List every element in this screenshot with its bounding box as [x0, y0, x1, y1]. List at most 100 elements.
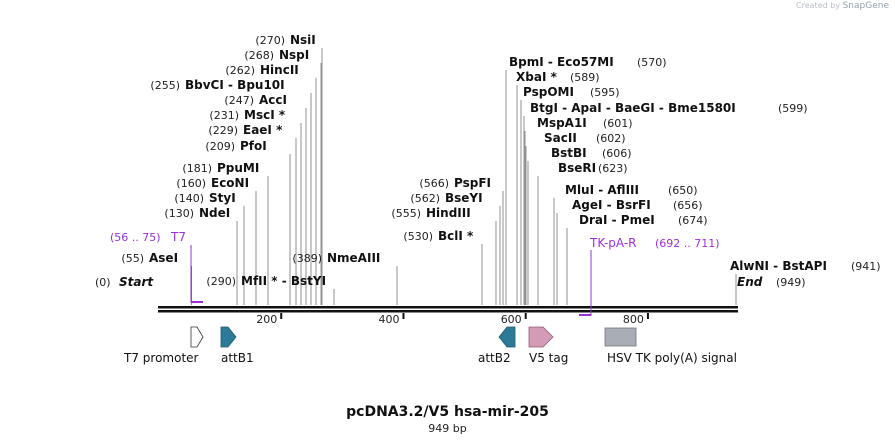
site-pos-pspfi: (566) [419, 177, 449, 190]
site-pos-ppumi: (181) [182, 162, 212, 175]
primer-t7-arrow[interactable] [191, 301, 203, 303]
site-pos-asei: (55) [121, 252, 144, 265]
feature-hsv-tk-polya-box[interactable] [604, 327, 637, 347]
site-label-nmeaiii[interactable]: NmeAIII [327, 251, 380, 265]
site-pos-mfii-bstyi: (290) [206, 275, 236, 288]
site-label-ppumi[interactable]: PpuMI [217, 161, 259, 175]
site-pos-eaei: (229) [208, 124, 238, 137]
site-label-btgi-apai-baegi-bme1580i[interactable]: BtgI - ApaI - BaeGI - Bme1580I [530, 101, 736, 115]
primer-t7-range: (56 .. 75) [110, 231, 161, 244]
feature-attb2-arrow[interactable] [498, 326, 516, 348]
site-label-acci[interactable]: AccI [259, 93, 287, 107]
end-label: End [737, 275, 763, 289]
site-label-agei-bsrfi[interactable]: AgeI - BsrFI [572, 198, 651, 212]
site-pos-hincii: (262) [225, 64, 255, 77]
tick-400 [402, 313, 405, 319]
site-pos-econi: (160) [176, 177, 206, 190]
snapgene-credit: Created by SnapGene [796, 1, 889, 11]
primer-annotations: (56 .. 75) T7 TK-pA-R (692 .. 711) [110, 230, 720, 316]
site-label-bpmi-eco57mi[interactable]: BpmI - Eco57MI [509, 55, 614, 69]
site-pos-alwni-bstapi: (941) [851, 260, 881, 273]
site-labels: (55) AseI (130) NdeI(140) StyI(160) EcoNI(181… [95, 33, 881, 289]
site-pos-hindiii: (555) [391, 207, 421, 220]
site-pos-bcli: (530) [403, 230, 433, 243]
feature-v5-tag-arrow[interactable] [528, 326, 554, 348]
start-pos: (0) [95, 276, 111, 289]
tick-label-400: 400 [378, 313, 399, 326]
map-title: pcDNA3.2/V5 hsa-mir-205 [346, 404, 549, 420]
tick-label-600: 600 [501, 313, 522, 326]
site-label-mspa1i[interactable]: MspA1I [537, 116, 587, 130]
site-label-mlui-afliii[interactable]: MluI - AflIII [565, 183, 639, 197]
site-label-msci[interactable]: MscI * [244, 108, 286, 122]
primer-tkpar-label[interactable]: TK-pA-R [589, 236, 637, 250]
site-pos-ndei: (130) [164, 207, 194, 220]
site-label-alwni-bstapi[interactable]: AlwNI - BstAPI [730, 259, 827, 273]
site-pos-agei-bsrfi: (656) [673, 199, 703, 212]
ruler-ticks: 200 400 600 800 [256, 313, 649, 326]
primer-tkpar-arrow[interactable] [579, 314, 591, 316]
site-pos-bseyi: (562) [410, 192, 440, 205]
tick-label-200: 200 [256, 313, 277, 326]
site-label-styi[interactable]: StyI [209, 191, 236, 205]
site-pos-bseri: (623) [598, 162, 628, 175]
site-pos-xbai: (589) [570, 71, 600, 84]
site-label-drai-pmei[interactable]: DraI - PmeI [579, 213, 655, 227]
tick-800 [646, 313, 649, 319]
map-length: 949 bp [428, 422, 467, 435]
primer-tkpar-range: (692 .. 711) [655, 237, 720, 250]
end-pos: (949) [776, 276, 806, 289]
site-label-hindiii[interactable]: HindIII [426, 206, 471, 220]
site-label-nsii[interactable]: NsiI [290, 33, 316, 47]
site-pos-mspa1i: (601) [603, 117, 633, 130]
site-label-asei[interactable]: AseI [149, 251, 178, 265]
dna-backbone [158, 306, 738, 313]
site-label-bseyi[interactable]: BseYI [445, 191, 483, 205]
site-pos-bstbi: (606) [602, 147, 632, 160]
site-pos-nsii: (270) [255, 34, 285, 47]
backbone-bottom-strand [158, 310, 738, 313]
feature-hsv-tk-polya-label: HSV TK poly(A) signal [607, 351, 737, 365]
site-pos-acci: (247) [224, 94, 254, 107]
site-pos-bbvci-bpu10i: (255) [150, 79, 180, 92]
site-pos-msci: (231) [209, 109, 239, 122]
feature-t7-promoter-arrow[interactable] [190, 326, 204, 348]
feature-attb1-arrow[interactable] [220, 326, 237, 348]
site-pos-styi: (140) [174, 192, 204, 205]
feature-v5-tag-label: V5 tag [529, 351, 568, 365]
tick-600 [524, 313, 527, 319]
site-pos-drai-pmei: (674) [678, 214, 708, 227]
feature-attb1-label: attB1 [221, 351, 254, 365]
site-label-pspfi[interactable]: PspFI [454, 176, 491, 190]
primer-t7-label[interactable]: T7 [170, 230, 186, 244]
site-label-pfoi[interactable]: PfoI [240, 139, 267, 153]
site-label-sacii[interactable]: SacII [544, 131, 577, 145]
site-label-eaei[interactable]: EaeI * [243, 123, 283, 137]
tick-label-800: 800 [623, 313, 644, 326]
site-label-bcli[interactable]: BclI * [438, 229, 474, 243]
site-label-xbai[interactable]: XbaI * [516, 70, 558, 84]
site-label-pspomi[interactable]: PspOMI [523, 85, 574, 99]
site-pos-pfoi: (209) [205, 140, 235, 153]
site-pos-mlui-afliii: (650) [668, 184, 698, 197]
site-pos-btgi-apai-baegi-bme1580i: (599) [778, 102, 808, 115]
feature-t7-promoter-label: T7 promoter [123, 351, 199, 365]
site-connector-lines [191, 48, 737, 305]
site-label-nspi[interactable]: NspI [279, 48, 309, 62]
feature-arrows: T7 promoter attB1 attB2 V5 tag HSV TK poly(A… [123, 326, 737, 365]
site-label-econi[interactable]: EcoNI [211, 176, 249, 190]
site-pos-nmeaiii: (389) [292, 252, 322, 265]
site-label-bseri[interactable]: BseRI [558, 161, 596, 175]
credit-prefix: Created by [796, 1, 841, 10]
site-pos-sacii: (602) [596, 132, 626, 145]
site-pos-pspomi: (595) [590, 86, 620, 99]
site-pos-nspi: (268) [244, 49, 274, 62]
site-label-bbvci-bpu10i[interactable]: BbvCI - Bpu10I [185, 78, 285, 92]
site-label-mfii-bstyi[interactable]: MfII * - BstYI [241, 274, 326, 288]
tick-200 [280, 313, 283, 319]
site-label-bstbi[interactable]: BstBI [551, 146, 587, 160]
site-label-ndei[interactable]: NdeI [199, 206, 230, 220]
snapgene-logo-text: SnapGene [842, 1, 889, 11]
site-label-hincii[interactable]: HincII [260, 63, 299, 77]
